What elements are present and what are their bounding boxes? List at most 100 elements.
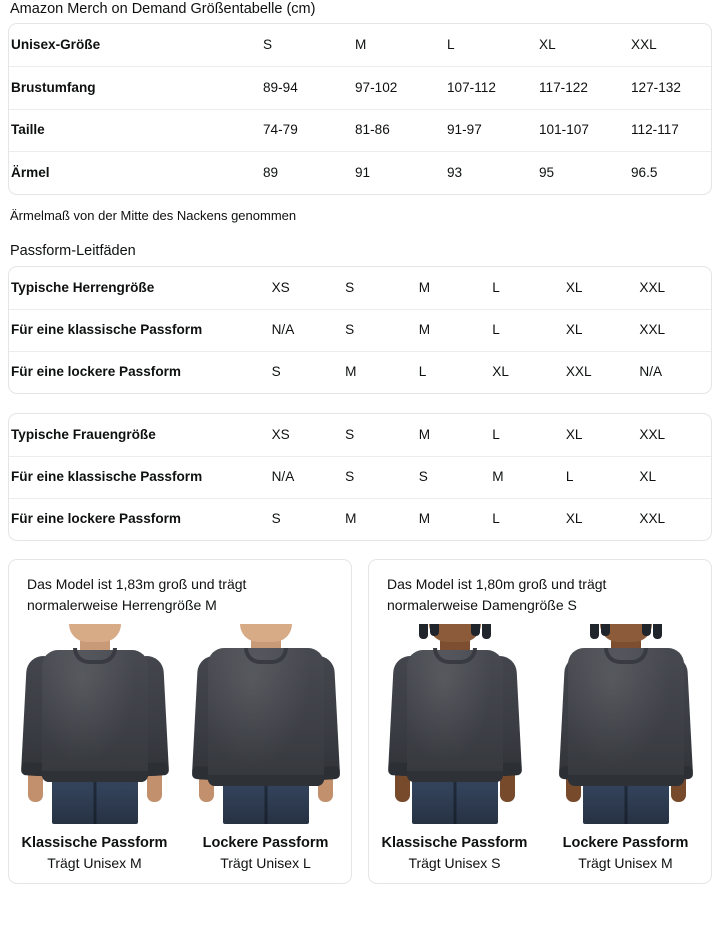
male-photo-row bbox=[9, 624, 351, 824]
womens-fit-table: Typische Frauengröße XS S M L XL XXL Für… bbox=[9, 414, 711, 540]
male-model-blurb: Das Model ist 1,83m groß und trägt norma… bbox=[9, 574, 351, 616]
mens-loose-6: N/A bbox=[637, 350, 711, 393]
mens-classic-4: L bbox=[490, 308, 564, 351]
chest-m: 97-102 bbox=[353, 66, 445, 109]
mens-typical-6: XXL bbox=[639, 279, 666, 295]
male-model-blurb-line2: normalerweise Herrengröße M bbox=[27, 597, 217, 613]
male-classic-fit-photo bbox=[9, 624, 180, 824]
table-row: Typische Frauengröße XS S M L XL XXL bbox=[9, 414, 711, 456]
table-row: Taille 74-79 81-86 91-97 101-107 112-117 bbox=[9, 108, 711, 152]
female-figure-classic bbox=[387, 624, 522, 824]
waist-xxl: 112-117 bbox=[629, 108, 711, 152]
table-row-header: Unisex-Größe S M L XL XXL bbox=[9, 24, 711, 67]
female-model-blurb-line1: Das Model ist 1,80m groß und trägt bbox=[387, 576, 607, 592]
male-classic-wears: Trägt Unisex M bbox=[47, 855, 142, 871]
sweatshirt-body bbox=[41, 650, 148, 782]
waist-xl: 101-107 bbox=[537, 108, 629, 152]
womens-classic-1: N/A bbox=[269, 455, 344, 498]
female-model-card: Das Model ist 1,80m groß und trägt norma… bbox=[368, 559, 712, 884]
chest-l: 107-112 bbox=[445, 66, 537, 109]
hair bbox=[589, 624, 662, 640]
womens-classic-6: XL bbox=[637, 455, 711, 498]
row-label-typical-womens-size: Typische Frauengröße bbox=[11, 426, 156, 442]
table-row: Für eine klassische Passform N/A S S M L… bbox=[9, 455, 711, 498]
mens-typical-2: S bbox=[345, 279, 355, 295]
womens-typical-2: S bbox=[345, 426, 355, 442]
sleeve-l: 93 bbox=[445, 151, 537, 194]
mens-classic-3: M bbox=[416, 308, 491, 351]
mens-fit-table: Typische Herrengröße XS S M L XL XXL Für… bbox=[9, 267, 711, 393]
table-row: Ärmel 89 91 93 95 96.5 bbox=[9, 151, 711, 194]
row-label-typical-mens-size: Typische Herrengröße bbox=[11, 279, 155, 295]
fit-guides-title: Passform-Leitfäden bbox=[10, 243, 136, 259]
sweatshirt-body bbox=[567, 648, 684, 786]
size-header-xl: XL bbox=[539, 37, 556, 52]
row-label-sleeve: Ärmel bbox=[9, 151, 261, 194]
mens-loose-1: S bbox=[269, 350, 344, 393]
womens-loose-6: XXL bbox=[637, 497, 711, 540]
sleeve-m: 91 bbox=[353, 151, 445, 194]
sweatshirt-body bbox=[207, 648, 324, 786]
female-photo-row bbox=[369, 624, 711, 824]
male-loose-caption: Lockere Passform Trägt Unisex L bbox=[180, 824, 351, 873]
womens-loose-3: M bbox=[416, 497, 491, 540]
womens-typical-5: XL bbox=[565, 426, 583, 442]
size-header-xxl: XXL bbox=[631, 37, 657, 52]
waist-s: 74-79 bbox=[261, 108, 353, 152]
table-row: Für eine lockere Passform S M M L XL XXL bbox=[9, 497, 711, 540]
table-row: Für eine lockere Passform S M L XL XXL N… bbox=[9, 350, 711, 393]
row-label-chest: Brustumfang bbox=[9, 66, 261, 109]
female-classic-fit-photo bbox=[369, 624, 540, 824]
male-classic-caption: Klassische Passform Trägt Unisex M bbox=[9, 824, 180, 873]
table-row: Für eine klassische Passform N/A S M L X… bbox=[9, 308, 711, 351]
mens-fit-table-card: Typische Herrengröße XS S M L XL XXL Für… bbox=[8, 266, 712, 394]
row-label-womens-classic-fit: Für eine klassische Passform bbox=[9, 455, 270, 498]
female-loose-wears: Trägt Unisex M bbox=[578, 855, 673, 871]
mens-loose-4: XL bbox=[490, 350, 564, 393]
womens-typical-6: XXL bbox=[639, 426, 666, 442]
mens-classic-5: XL bbox=[563, 308, 638, 351]
female-loose-caption: Lockere Passform Trägt Unisex M bbox=[540, 824, 711, 873]
mens-loose-2: M bbox=[343, 350, 417, 393]
male-loose-fit-label: Lockere Passform bbox=[202, 835, 329, 851]
womens-loose-2: M bbox=[343, 497, 417, 540]
womens-typical-4: L bbox=[492, 426, 500, 442]
waist-l: 91-97 bbox=[445, 108, 537, 152]
womens-classic-4: M bbox=[490, 455, 564, 498]
sleeve-xxl: 96.5 bbox=[629, 151, 711, 194]
sleeve-s: 89 bbox=[261, 151, 353, 194]
womens-fit-table-card: Typische Frauengröße XS S M L XL XXL Für… bbox=[8, 413, 712, 541]
female-classic-fit-label: Klassische Passform bbox=[381, 835, 528, 851]
measurements-table-card: Unisex-Größe S M L XL XXL Brustumfang 89… bbox=[8, 23, 712, 195]
hem-band bbox=[207, 775, 324, 786]
womens-classic-2: S bbox=[343, 455, 417, 498]
chest-xl: 117-122 bbox=[537, 66, 629, 109]
female-classic-wears: Trägt Unisex S bbox=[408, 855, 501, 871]
page-title: Amazon Merch on Demand Größentabelle (cm… bbox=[10, 1, 316, 17]
womens-classic-5: L bbox=[563, 455, 638, 498]
mens-typical-3: M bbox=[418, 279, 431, 295]
hair bbox=[418, 624, 491, 640]
womens-loose-4: L bbox=[490, 497, 564, 540]
chin bbox=[68, 624, 121, 642]
chin bbox=[599, 624, 652, 642]
female-figure-loose bbox=[558, 624, 693, 824]
womens-loose-1: S bbox=[269, 497, 344, 540]
right-hand bbox=[499, 768, 515, 802]
mens-typical-4: L bbox=[492, 279, 500, 295]
chest-xxl: 127-132 bbox=[629, 66, 711, 109]
female-caption-row: Klassische Passform Trägt Unisex S Locke… bbox=[369, 824, 711, 873]
left-hand bbox=[394, 768, 410, 802]
table-row: Brustumfang 89-94 97-102 107-112 117-122… bbox=[9, 66, 711, 109]
chin bbox=[428, 624, 481, 642]
female-loose-fit-photo bbox=[540, 624, 711, 824]
womens-typical-1: XS bbox=[271, 426, 290, 442]
male-caption-row: Klassische Passform Trägt Unisex M Locke… bbox=[9, 824, 351, 873]
female-classic-caption: Klassische Passform Trägt Unisex S bbox=[369, 824, 540, 873]
male-model-card: Das Model ist 1,83m groß und trägt norma… bbox=[8, 559, 352, 884]
mens-loose-3: L bbox=[416, 350, 491, 393]
mens-loose-5: XXL bbox=[563, 350, 638, 393]
male-loose-fit-photo bbox=[180, 624, 351, 824]
male-figure-classic bbox=[20, 624, 169, 824]
